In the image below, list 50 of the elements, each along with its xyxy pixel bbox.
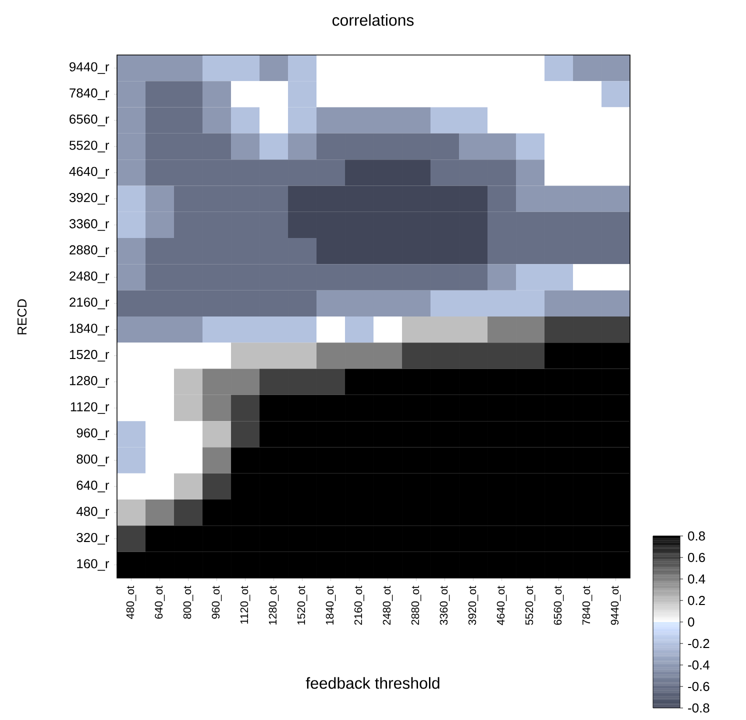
y-tick-label: 2880_r [70, 245, 110, 257]
x-tick-label: 960_ot [212, 586, 222, 619]
color-bar-label: 0 [688, 617, 694, 627]
color-bar-label: -0.6 [688, 682, 710, 692]
x-tick-label: 1120_ot [240, 586, 250, 624]
y-tick-label: 800_r [76, 454, 110, 466]
y-tick-label: 5520_r [69, 140, 110, 152]
y-tick-label: 1120_r [70, 402, 110, 414]
y-axis-title: RECD [17, 299, 27, 334]
x-tick-label: 640_ot [154, 586, 165, 619]
y-tick-label: 1840_r [70, 324, 110, 336]
x-tick-label: 4640_ot [496, 586, 507, 626]
chart-title: correlations [332, 14, 414, 26]
x-tick-label: 6560_ot [554, 586, 564, 625]
y-tick-label: 640_r [76, 480, 110, 492]
color-bar-label: -0.8 [688, 703, 710, 713]
y-tick-label: 1280_r [70, 376, 110, 388]
y-tick-label: 480_r [76, 506, 110, 518]
color-bar-label: 0.4 [688, 574, 706, 584]
y-tick-label: 9440_r [70, 62, 110, 74]
color-bar-label: 0.6 [688, 552, 705, 562]
y-tick-label: 6560_r [70, 114, 110, 126]
color-bar-label: -0.2 [688, 638, 710, 648]
x-tick-label: 1280_ot [268, 586, 279, 624]
y-tick-label: 1520_r [70, 350, 110, 362]
x-tick-label: 5520_ot [525, 586, 536, 625]
x-tick-label: 9440_ot [610, 586, 621, 625]
x-tick-label: 3920_ot [468, 586, 478, 625]
x-tick-label: 1840_ot [326, 586, 336, 624]
x-tick-label: 3360_ot [440, 586, 450, 625]
y-tick-label: 3360_r [69, 219, 110, 231]
y-tick-label: 2480_r [70, 271, 110, 284]
x-tick-label: 2160_ot [354, 586, 364, 625]
x-tick-label: 2480_ot [382, 586, 393, 625]
y-tick-label: 3920_r [69, 192, 110, 205]
y-tick-label: 4640_r [69, 166, 110, 178]
y-tick-label: 320_r [76, 532, 110, 545]
color-bar-label: 0.2 [688, 596, 705, 606]
x-tick-label: 7840_ot [582, 586, 592, 625]
x-axis-title: feedback threshold [306, 677, 440, 689]
x-tick-label: 2880_ot [411, 586, 422, 625]
y-tick-label: 2160_r [70, 298, 110, 310]
x-tick-label: 1520_ot [297, 586, 308, 624]
color-bar-label: -0.4 [688, 660, 710, 670]
y-tick-label: 960_r [76, 428, 110, 440]
x-tick-label: 480_ot [126, 586, 136, 619]
y-tick-label: 7840_r [70, 88, 110, 100]
x-tick-label: 800_ot [183, 586, 194, 619]
color-bar-label: 0.8 [688, 531, 705, 541]
y-tick-label: 160_r [77, 559, 110, 571]
